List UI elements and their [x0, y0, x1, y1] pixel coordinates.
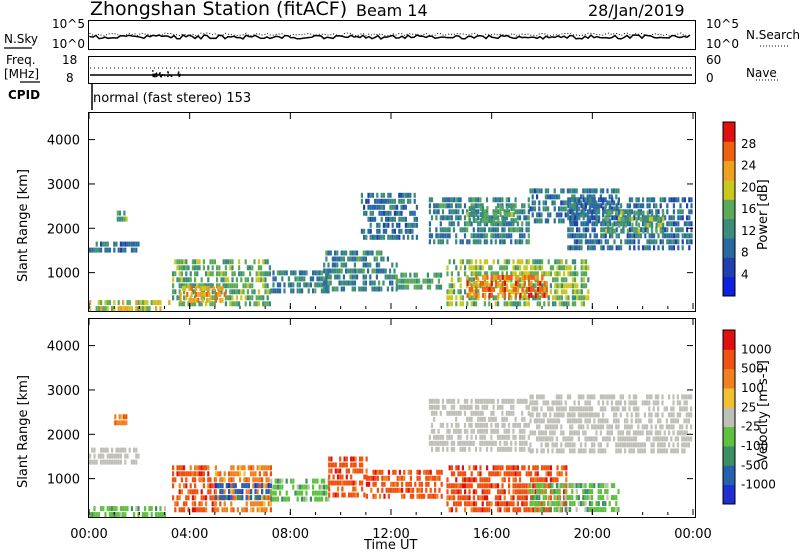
velocity-colorbar-tick: -25 [741, 420, 761, 434]
power-colorbar-tick: 4 [741, 267, 749, 281]
velocity-colorbar-segment [723, 465, 735, 486]
nave-dot [168, 74, 171, 76]
date-label: 28/Jan/2019 [588, 1, 685, 20]
nave-dot [152, 73, 154, 76]
nave-dot [177, 71, 180, 73]
power-colorbar-tick: 12 [741, 224, 756, 238]
velocity-colorbar-tick: 25 [741, 400, 756, 414]
velocity-colorbar-frame [722, 329, 736, 505]
velocity-colorbar-tick: -1000 [741, 478, 776, 492]
nave-dot [154, 75, 156, 78]
power-colorbar-segment [723, 180, 735, 200]
x-tick-label: 20:00 [574, 527, 611, 542]
velocity-colorbar-tick: -500 [741, 458, 768, 472]
nave-dot [159, 72, 161, 74]
y-tick-label: 2000 [47, 428, 80, 443]
x-axis-label: Time UT [364, 538, 418, 553]
nsky-tick-top: 10^5 [52, 17, 85, 31]
freq-panel [88, 56, 696, 84]
y-tick-label: 3000 [47, 384, 80, 399]
freq-tick-bottom: 8 [66, 71, 74, 85]
velocity-colorbar-tick: -100 [741, 439, 768, 453]
nave-dot [177, 73, 180, 75]
nave-dot [159, 75, 162, 77]
nsearch-label: N.Search [746, 28, 800, 42]
nsearch-trace [89, 32, 691, 37]
nave-dot [167, 75, 169, 78]
power-colorbar-tick: 24 [741, 159, 756, 173]
power-colorbar-segment [723, 218, 735, 239]
nave-dot [178, 73, 180, 76]
nave-dot [153, 75, 156, 78]
nave-dot [164, 74, 166, 77]
nave-tick-bottom: 0 [706, 71, 714, 85]
power-colorbar-tick: 20 [741, 180, 756, 194]
nsearch-tick-top: 10^5 [706, 17, 739, 31]
velocity-colorbar-tick: 1000 [741, 342, 772, 356]
y-tick-label: 2000 [47, 222, 80, 237]
nave-dot [178, 75, 180, 77]
nave-dot [152, 70, 154, 72]
velocity-colorbar-segment [723, 349, 735, 370]
power-colorbar-tick: 28 [741, 137, 756, 151]
velocity-colorbar-segment [723, 426, 735, 447]
nave-dot [179, 73, 181, 76]
nave-dot [155, 75, 158, 78]
nave-dot [156, 73, 158, 76]
nave-dot [161, 74, 163, 77]
x-tick-label: 08:00 [272, 527, 309, 542]
cpid-value: normal (fast stereo) 153 [93, 91, 252, 106]
nave-dot [155, 72, 158, 74]
freq-label: Freq. [6, 53, 36, 67]
power-colorbar-segment [723, 122, 735, 142]
y-tick-label: 1000 [47, 267, 80, 282]
power-colorbar-segment [723, 276, 735, 297]
freq-tick-top: 18 [62, 53, 78, 67]
nsky-trace [89, 34, 691, 40]
power-colorbar-segment [723, 257, 735, 278]
power-colorbar-segment [723, 199, 735, 220]
power-colorbar-tick: 8 [741, 246, 749, 260]
y-tick-label: 1000 [47, 473, 80, 488]
nave-dot [154, 74, 157, 76]
y-tick-label: 4000 [47, 340, 80, 355]
x-tick-label: 00:00 [674, 527, 711, 542]
nave-dot [154, 73, 156, 75]
cpid-label: CPID [8, 88, 41, 102]
x-tick-label: 16:00 [473, 527, 510, 542]
velocity-colorbar-segment [723, 446, 735, 466]
nsky-label: N.Sky [4, 32, 39, 46]
power-colorbar-frame [722, 121, 736, 297]
velocity-colorbar-segment [723, 368, 735, 389]
nave-dot [170, 75, 172, 77]
freq-unit: [MHz] [4, 67, 40, 81]
nave-dot [158, 73, 161, 75]
power-colorbar-segment [723, 160, 735, 181]
beam-label: Beam 14 [356, 1, 428, 20]
nave-dot [152, 75, 155, 78]
nsky-tick-bottom: 10^0 [52, 37, 85, 51]
velocity-colorbar-tick: 500 [741, 362, 764, 376]
y-tick-label: 4000 [47, 134, 80, 149]
nave-label: Nave [746, 66, 777, 80]
velocity-data-cells [89, 394, 693, 518]
velocity-colorbar-tick: 100 [741, 381, 764, 395]
x-tick-label: 12:00 [372, 527, 409, 542]
nave-dot [167, 71, 169, 73]
velocity-colorbar-segment [723, 484, 735, 505]
x-tick-label: 04:00 [171, 527, 208, 542]
power-colorbar-segment [723, 238, 735, 258]
velocity-colorbar-segment [723, 330, 735, 350]
power-colorbar-tick: 16 [741, 202, 756, 216]
nave-tick-top: 60 [706, 53, 722, 67]
velocity-colorbar-segment [723, 407, 735, 428]
station-title: Zhongshan Station (fitACF) [90, 0, 348, 20]
power-data-cells [89, 188, 693, 312]
power-colorbar-segment [723, 141, 735, 162]
nsearch-tick-bottom: 10^0 [706, 37, 739, 51]
velocity-colorbar-segment [723, 388, 735, 408]
x-tick-label: 00:00 [70, 527, 107, 542]
y-tick-label: 3000 [47, 178, 80, 193]
